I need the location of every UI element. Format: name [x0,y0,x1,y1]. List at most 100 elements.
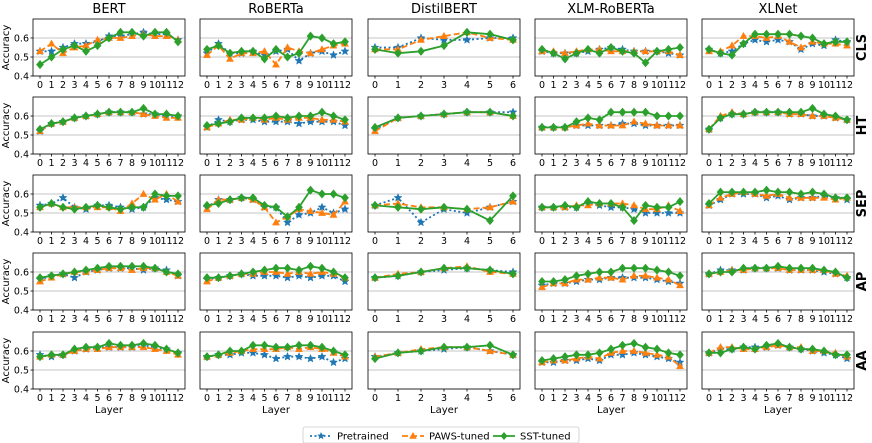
x-tick-label: 0 [204,158,210,169]
point-sst-tuned [486,340,494,350]
point-sst-tuned [618,46,627,56]
point-sst-tuned [70,113,79,123]
x-tick-label: 7 [619,80,625,91]
point-sst-tuned [607,42,615,53]
point-paws-tuned [509,197,517,205]
panel-frame [701,96,855,155]
x-tick-label: 3 [238,236,244,247]
x-tick-label: 3 [71,80,77,91]
point-sst-tuned [59,44,67,55]
point-sst-tuned [82,111,90,121]
point-sst-tuned [549,202,558,212]
point-sst-tuned [641,263,650,273]
point-sst-tuned [139,202,148,212]
point-sst-tuned [394,202,402,212]
x-tick-label: 4 [585,236,591,247]
x-tick-label: 3 [441,314,447,325]
x-tick-label: 3 [71,393,77,404]
y-axis-label: Accuracy [1,25,12,71]
point-sst-tuned [641,200,650,211]
point-sst-tuned [260,54,269,64]
point-sst-tuned [394,348,402,358]
point-paws-tuned [641,47,650,55]
x-tick-label: 9 [809,314,815,325]
x-tick-label: 7 [786,80,792,91]
point-paws-tuned [728,41,736,49]
x-tick-label: 6 [273,314,279,325]
x-tick-label: 4 [464,236,470,247]
point-sst-tuned [584,350,592,360]
point-sst-tuned [751,29,759,39]
x-tick-label: 12 [172,158,184,169]
point-sst-tuned [716,48,725,58]
x-tick-label: 11 [829,314,841,325]
point-sst-tuned [595,198,604,209]
x-axis-label: Layer [764,405,793,416]
point-sst-tuned [774,187,782,197]
point-sst-tuned [329,39,338,49]
point-sst-tuned [820,189,828,199]
x-tick-label: 7 [117,236,123,247]
x-tick-label: 0 [372,314,378,325]
point-sst-tuned [174,269,182,279]
point-paws-tuned [630,346,638,354]
x-tick-label: 6 [775,314,781,325]
point-sst-tuned [774,29,782,39]
x-tick-label: 5 [763,158,769,169]
x-tick-label: 3 [573,80,579,91]
point-paws-tuned [174,197,182,205]
point-sst-tuned [47,271,56,281]
point-sst-tuned [214,40,223,51]
x-tick-label: 12 [841,80,853,91]
point-sst-tuned [820,346,828,356]
point-sst-tuned [664,267,673,277]
point-sst-tuned [203,273,211,283]
panel-frame [199,252,353,311]
point-sst-tuned [249,267,257,277]
x-tick-label: 8 [631,236,637,247]
point-paws-tuned [306,48,315,57]
point-sst-tuned [463,263,471,273]
point-sst-tuned [440,202,448,212]
point-sst-tuned [664,111,673,121]
x-tick-label: 0 [37,236,43,247]
x-tick-label: 8 [798,80,804,91]
point-paws-tuned [595,354,604,362]
x-tick-label: 8 [631,158,637,169]
panel-ht-xlm-roberta: 0 1 2 3 4 5 6 7 8 9 10 11 12 [534,96,688,169]
x-tick-label: 9 [140,80,146,91]
point-paws-tuned [139,189,148,197]
point-sst-tuned [116,27,125,37]
point-sst-tuned [653,202,661,212]
point-sst-tuned [341,37,349,47]
point-paws-tuned [116,33,125,41]
point-sst-tuned [272,111,280,121]
x-tick-label: 4 [585,80,591,91]
point-pretrained [283,217,292,227]
panel-ap-xlm-roberta: 0 1 2 3 4 5 6 7 8 9 10 11 12 [534,252,688,325]
legend-marker-2 [500,432,508,440]
y-tick-label: 0.6 [14,112,29,123]
point-sst-tuned [174,37,182,47]
point-sst-tuned [808,187,817,197]
point-paws-tuned [36,47,44,55]
x-tick-label: 2 [418,314,424,325]
point-sst-tuned [705,348,713,358]
x-tick-label: 12 [674,80,686,91]
point-sst-tuned [653,265,661,275]
x-tick-label: 8 [129,393,135,404]
point-sst-tuned [739,39,748,49]
x-tick-label: 9 [642,80,648,91]
point-sst-tuned [371,44,379,55]
x-tick-label: 6 [273,158,279,169]
x-tick-label: 5 [94,158,100,169]
point-sst-tuned [785,187,794,197]
y-tick-label: 0.5 [14,366,29,377]
x-tick-label: 0 [37,393,43,404]
point-sst-tuned [641,342,650,352]
x-tick-label: 1 [215,314,221,325]
x-tick-label: 10 [818,158,830,169]
point-paws-tuned [653,121,661,129]
x-tick-label: 5 [487,80,493,91]
point-sst-tuned [237,193,246,203]
